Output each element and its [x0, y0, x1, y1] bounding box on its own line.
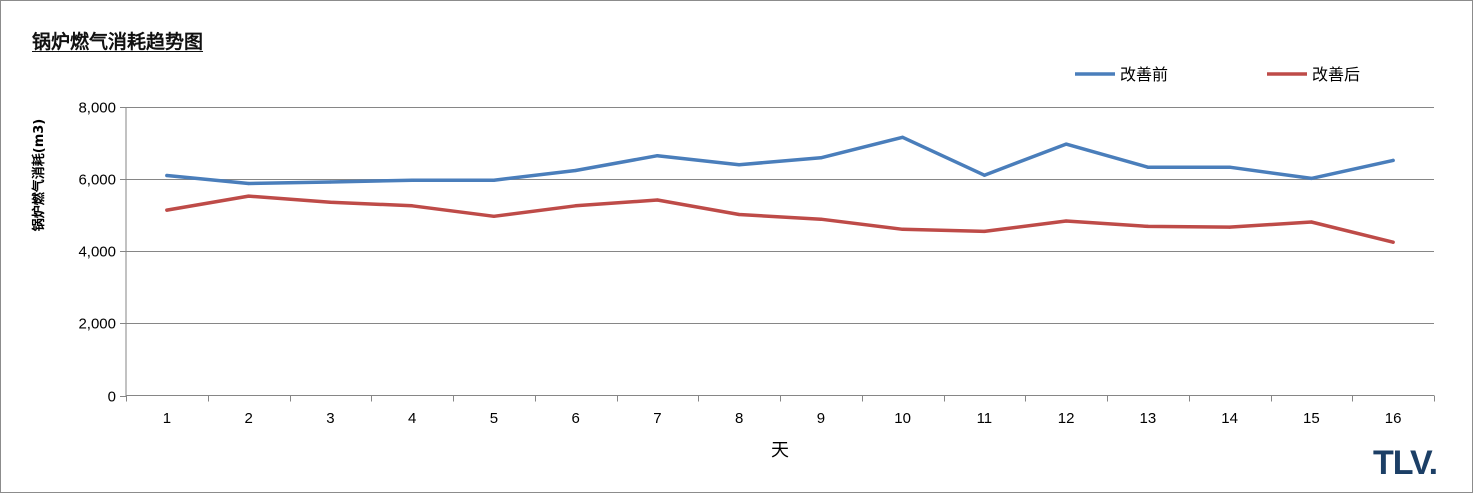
chart-title: 锅炉燃气消耗趋势图: [32, 31, 204, 53]
x-tick-label: 11: [977, 410, 993, 427]
x-tick-label: 5: [490, 410, 498, 427]
data-point-before: [655, 154, 660, 158]
data-point-after: [165, 208, 169, 212]
x-tick-label: 4: [408, 410, 416, 427]
x-axis-label: 天: [771, 440, 789, 461]
series-lines: [165, 135, 1395, 244]
data-point-before: [1228, 165, 1232, 169]
series-line-before: [165, 135, 1395, 186]
data-point-after: [1064, 219, 1068, 223]
legend-label-before: 改善前: [1120, 65, 1168, 84]
data-point-before: [492, 178, 496, 182]
x-tick-label: 12: [1058, 410, 1075, 427]
x-tick-label: 7: [653, 410, 661, 427]
data-point-before: [1391, 158, 1395, 162]
data-point-after: [655, 198, 660, 202]
data-point-after: [247, 194, 251, 198]
y-tick-label: 4,000: [78, 244, 116, 261]
x-tick-label: 6: [571, 410, 579, 427]
data-point-after: [1146, 224, 1150, 228]
legend-item-before: 改善前: [1075, 65, 1168, 84]
y-tick-label: 2,000: [78, 316, 116, 333]
data-point-after: [1309, 220, 1313, 224]
data-point-before: [901, 135, 905, 139]
x-tick-label: 2: [244, 410, 252, 427]
data-point-before: [1309, 176, 1313, 180]
data-point-after: [410, 204, 414, 208]
x-tick-label: 1: [163, 410, 171, 427]
x-tick-label: 14: [1221, 410, 1238, 427]
series-line-after: [165, 194, 1395, 244]
y-tick-label: 0: [108, 389, 116, 406]
legend-label-after: 改善后: [1312, 65, 1360, 84]
data-point-after: [574, 204, 578, 208]
legend-item-after: 改善后: [1267, 65, 1360, 84]
data-point-after: [982, 229, 987, 233]
x-tick-labels: 1 2 3 4 5 6 7 8 9 10 11 12 13 14 15 16: [126, 395, 1435, 427]
data-point-after: [328, 200, 332, 204]
data-point-before: [819, 156, 823, 160]
y-tick-labels: 0 2,000 4,000 6,000 8,000: [78, 100, 126, 406]
data-point-before: [574, 168, 578, 173]
x-tick-label: 9: [817, 410, 825, 427]
data-point-after: [819, 217, 823, 221]
data-point-after: [492, 214, 496, 218]
data-point-before: [410, 178, 414, 182]
y-tick-label: 6,000: [78, 172, 116, 189]
data-point-before: [328, 180, 332, 184]
data-point-before: [165, 173, 169, 178]
x-tick-label: 8: [735, 410, 743, 427]
data-point-before: [1146, 165, 1150, 169]
data-point-after: [1391, 240, 1395, 244]
x-tick-label: 3: [326, 410, 334, 427]
data-point-before: [1064, 142, 1068, 146]
x-tick-label: 13: [1140, 410, 1157, 427]
y-tick-label: 8,000: [78, 100, 116, 117]
x-tick-label: 16: [1385, 410, 1402, 427]
y-axis-label: 锅炉燃气消耗(m3): [31, 119, 47, 231]
legend: 改善前 改善后: [1075, 65, 1360, 84]
data-point-after: [737, 212, 741, 217]
data-point-after: [901, 227, 905, 231]
x-tick-label: 15: [1303, 410, 1320, 427]
data-point-before: [247, 181, 251, 186]
data-point-before: [737, 163, 741, 167]
tlv-logo: TLV.: [1373, 444, 1437, 482]
x-tick-label: 10: [894, 410, 911, 427]
gridlines: [126, 107, 1434, 324]
data-point-after: [1228, 225, 1232, 229]
data-point-before: [982, 173, 987, 177]
